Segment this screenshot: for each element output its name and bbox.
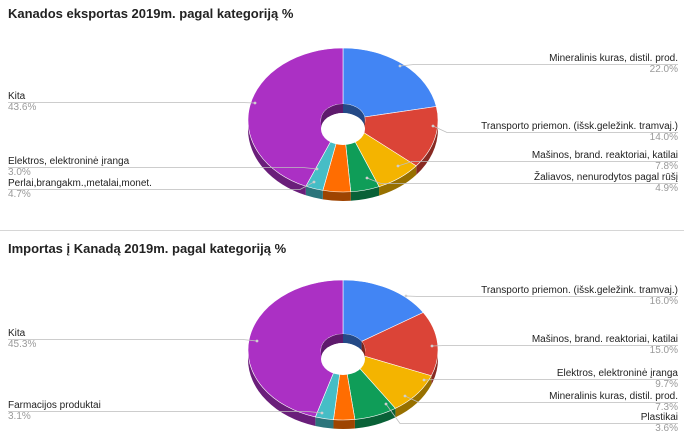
slice-label: Transporto priemon. (išsk.geležink. tram… <box>481 121 678 143</box>
pie-slice-side-kita <box>248 350 316 426</box>
leader-line <box>431 345 678 347</box>
pie-slice-side-kita <box>247 120 306 196</box>
slice-label-percent: 4.9% <box>655 183 678 194</box>
pie-slice-side-elektros-elektronine-iranga <box>305 186 323 200</box>
slice-label-percent: 7.3% <box>655 402 678 413</box>
leader-dot <box>384 402 388 406</box>
leader-line <box>405 295 678 297</box>
slice-label-name: Mašinos, brand. reaktoriai, katilai <box>531 150 678 161</box>
leader-dot <box>403 394 407 398</box>
slice-label-percent: 14.0% <box>649 132 678 143</box>
leader-line <box>385 403 678 424</box>
pie-slice-side-perlai-brangakm-metalai-monet <box>322 190 351 201</box>
leader-dot <box>315 167 319 171</box>
leader-dot <box>404 294 408 298</box>
slice-label-name: Kita <box>8 91 26 102</box>
slice-label: Mašinos, brand. reaktoriai, katilai 15.0% <box>532 334 678 356</box>
import-pie-svg <box>8 279 678 430</box>
slice-label-name: Elektros, elektroninė įranga <box>556 368 678 379</box>
slice-label-percent: 4.7% <box>8 189 31 200</box>
slice-label-percent: 3.6% <box>655 423 678 434</box>
slice-label: Elektros, elektroninė įranga 9.7% <box>557 368 678 390</box>
slice-label-name: Mineralinis kuras, distil. prod. <box>549 53 678 64</box>
pie-hole <box>321 113 365 145</box>
pie-slice-side-farmacijos-produktai <box>315 416 334 429</box>
slice-label: Mineralinis kuras, distil. prod. 22.0% <box>549 53 678 75</box>
slice-label-percent: 7.8% <box>655 161 678 172</box>
slice-label-percent: 3.0% <box>8 167 31 178</box>
leader-line <box>8 181 315 190</box>
import-chart: Importas į Kanadą 2019m. pagal kategorij… <box>0 236 684 441</box>
slice-label: Elektros, elektroninė įranga 3.0% <box>8 156 129 178</box>
slice-label-name: Farmacijos produktai <box>8 400 101 411</box>
slice-label: Kita 43.6% <box>8 91 36 113</box>
pie-slice-side-plastikai <box>333 419 355 430</box>
leader-dot <box>422 378 426 382</box>
pie-hole <box>321 343 365 375</box>
slice-label-percent: 9.7% <box>655 379 678 390</box>
leader-line <box>8 411 323 414</box>
leader-dot <box>398 64 402 68</box>
slice-label-name: Mašinos, brand. reaktoriai, katilai <box>531 334 678 345</box>
export-chart: Kanados eksportas 2019m. pagal kategorij… <box>8 6 678 201</box>
pie-hole-wall <box>361 341 365 359</box>
slice-label: Perlai,brangakm.,metalai,monet. 4.7% <box>8 178 152 200</box>
leader-dot <box>431 124 435 128</box>
slice-label: Mašinos, brand. reaktoriai, katilai 7.8% <box>532 150 678 172</box>
chart-title: Kanados eksportas 2019m. pagal kategorij… <box>8 6 294 21</box>
slice-label: Kita 45.3% <box>8 328 36 350</box>
pie-hole-wall <box>343 334 362 351</box>
pie-slice-masinos-brand-reaktoriai-katilai[interactable] <box>361 312 439 377</box>
slice-label-name: Žaliavos, nenurodytos pagal rūšį <box>534 172 678 183</box>
pie-hole-wall <box>343 104 365 126</box>
slice-label-name: Perlai,brangakm.,metalai,monet. <box>8 178 152 189</box>
leader-line <box>397 161 678 167</box>
slice-label-name: Transporto priemon. (išsk.geležink. tram… <box>481 121 678 132</box>
leader-line <box>423 379 678 381</box>
pie-hole-wall <box>321 334 343 359</box>
slice-label-name: Plastikai <box>640 412 678 423</box>
slice-label: Farmacijos produktai 3.1% <box>8 400 101 422</box>
slice-label: Plastikai 3.6% <box>641 412 678 434</box>
slice-label-percent: 3.1% <box>8 411 31 422</box>
slice-label: Transporto priemon. (išsk.geležink. tram… <box>481 285 678 307</box>
pie-slice-mineralinis-kuras-distil-prod[interactable] <box>342 47 437 118</box>
leader-dot <box>255 339 259 343</box>
slice-label-percent: 45.3% <box>8 339 37 350</box>
chart-title: Importas į Kanadą 2019m. pagal kategorij… <box>8 241 287 256</box>
slice-label-percent: 16.0% <box>649 296 678 307</box>
slice-label-name: Kita <box>8 328 26 339</box>
pie-hole-wall <box>321 104 343 129</box>
leader-line <box>8 102 256 104</box>
slice-label-percent: 22.0% <box>649 64 678 75</box>
pie-slice-side-masinos-brand-reaktoriai-katilai <box>431 350 438 385</box>
slice-label-name: Transporto priemon. (išsk.geležink. tram… <box>481 285 678 296</box>
leader-line <box>404 395 678 403</box>
chart-divider <box>0 230 684 231</box>
leader-dot <box>312 180 316 184</box>
pie-slice-side-elektros-elektronine-iranga <box>395 375 432 418</box>
leader-dot <box>365 176 369 180</box>
leader-line <box>366 177 678 184</box>
slice-label-percent: 15.0% <box>649 345 678 356</box>
leader-line <box>399 64 678 67</box>
leader-line <box>8 167 318 170</box>
export-pie-svg <box>8 47 678 201</box>
leader-dot <box>320 411 324 415</box>
leader-dot <box>396 164 400 168</box>
leader-dot <box>253 101 257 105</box>
slice-label: Mineralinis kuras, distil. prod. 7.3% <box>549 391 678 413</box>
pie-slice-side-zaliavos-nenurodytos-pagal-rusi <box>350 186 380 201</box>
slice-label-name: Mineralinis kuras, distil. prod. <box>549 391 678 402</box>
leader-line <box>8 339 258 342</box>
leader-dot <box>430 344 434 348</box>
slice-label: Žaliavos, nenurodytos pagal rūšį 4.9% <box>534 172 678 194</box>
slice-label-percent: 43.6% <box>8 102 37 113</box>
pie-slice-side-mineralinis-kuras-distil-prod <box>354 408 396 429</box>
leader-line <box>432 125 678 133</box>
slice-label-name: Elektros, elektroninė įranga <box>8 156 130 167</box>
